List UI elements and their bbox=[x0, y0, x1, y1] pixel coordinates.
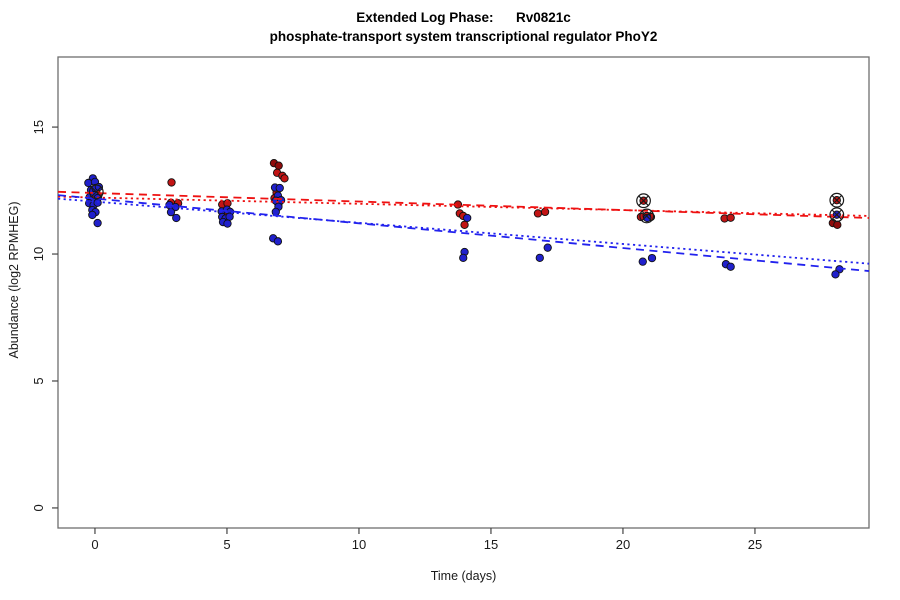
x-axis-label: Time (days) bbox=[430, 569, 497, 583]
y-tick-label: 10 bbox=[31, 247, 46, 261]
circled-cross-marker bbox=[91, 186, 102, 198]
chart-title: Extended Log Phase: Rv0821c bbox=[356, 10, 571, 25]
circled-cross-marker bbox=[831, 209, 843, 220]
red-point bbox=[726, 213, 735, 222]
blue-point bbox=[543, 243, 552, 252]
circled-cross-marker bbox=[831, 194, 843, 206]
blue-point bbox=[223, 219, 232, 228]
y-axis-label: Abundance (log2 RPMHEG) bbox=[7, 201, 21, 359]
x-tick-label: 5 bbox=[223, 537, 230, 552]
circled-cross-marker bbox=[829, 192, 845, 208]
trend-line-red-dashed bbox=[57, 190, 870, 219]
red-point bbox=[533, 209, 543, 218]
red-point bbox=[460, 220, 469, 229]
y-tick-label: 5 bbox=[31, 377, 46, 384]
blue-point bbox=[726, 262, 735, 271]
blue-point bbox=[275, 183, 284, 193]
trend-line-blue-dashed bbox=[57, 194, 870, 272]
trend-line-red-dotted bbox=[57, 195, 870, 217]
red-point bbox=[833, 220, 842, 229]
circled-cross-marker bbox=[88, 184, 104, 200]
blue-point bbox=[535, 253, 544, 262]
blue-point bbox=[638, 257, 647, 266]
blue-point bbox=[831, 270, 840, 279]
blue-point bbox=[459, 253, 468, 262]
circled-cross-marker bbox=[638, 195, 649, 206]
blue-point bbox=[172, 213, 181, 223]
y-tick-label: 15 bbox=[31, 120, 46, 134]
blue-point bbox=[88, 210, 97, 220]
x-tick-label: 15 bbox=[484, 537, 498, 552]
circled-cross-marker bbox=[829, 207, 845, 223]
red-point bbox=[274, 161, 283, 170]
blue-point bbox=[643, 213, 652, 223]
x-tick-label: 10 bbox=[352, 537, 366, 552]
blue-point bbox=[647, 253, 657, 263]
red-point bbox=[280, 174, 289, 183]
plot-box bbox=[57, 56, 870, 529]
blue-point bbox=[93, 218, 102, 228]
trend-line-blue-dotted bbox=[57, 197, 870, 265]
red-point bbox=[167, 178, 176, 187]
x-tick-label: 0 bbox=[91, 537, 98, 552]
x-tick-label: 20 bbox=[616, 537, 630, 552]
blue-point bbox=[463, 213, 472, 223]
red-point bbox=[540, 207, 550, 217]
chart-subtitle: phosphate-transport system transcription… bbox=[269, 29, 658, 44]
y-tick-label: 0 bbox=[31, 504, 46, 511]
blue-point bbox=[225, 212, 234, 221]
x-tick-label: 25 bbox=[748, 537, 762, 552]
blue-point bbox=[166, 207, 176, 217]
blue-point bbox=[273, 237, 283, 246]
circled-cross-marker bbox=[641, 210, 652, 222]
circled-cross-marker bbox=[639, 208, 655, 224]
circled-cross-marker bbox=[636, 193, 651, 209]
